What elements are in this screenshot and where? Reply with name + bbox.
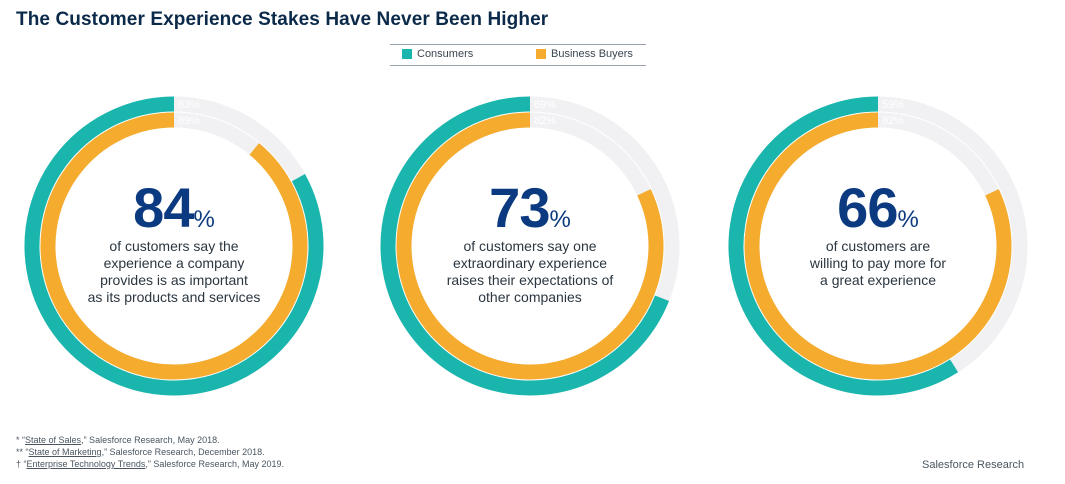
consumers-arc (380, 96, 669, 396)
chart-1-stat: 84 (133, 176, 194, 239)
donut-chart-2: 69% 82% (380, 96, 680, 396)
legend-item-consumers: Consumers (402, 48, 473, 60)
footnote-text: ,” Salesforce Research, May 2018. (81, 435, 220, 445)
buyers-value-label: 89% (178, 115, 200, 127)
legend-label-consumers: Consumers (417, 48, 474, 60)
chart-1-desc-line: of customers say the (109, 238, 239, 254)
consumers-value-label: 59% (882, 99, 904, 111)
consumers-arc (24, 96, 324, 396)
page-title: The Customer Experience Stakes Have Neve… (16, 9, 549, 30)
buyers-value-label: 82% (534, 115, 556, 127)
chart-3-desc-line: willing to pay more for (809, 255, 947, 271)
chart-2-desc-line: extraordinary experience (452, 255, 608, 271)
consumers-value-label: 69% (534, 99, 556, 111)
buyers-value-label: 82% (882, 115, 904, 127)
footnote-mark: * (16, 435, 20, 445)
chart-3-headline: 66% (778, 180, 978, 236)
brand-label: Salesforce Research (922, 459, 1025, 471)
footnote-text: ,” Salesforce Research, May 2019. (145, 459, 284, 469)
chart-2-headline: 73% (420, 180, 640, 236)
chart-1-center: 84% of customers say the experience a co… (74, 180, 274, 306)
footnotes: * “State of Sales,” Salesforce Research,… (16, 434, 284, 470)
chart-2-desc-line: of customers say one (463, 238, 597, 254)
legend-swatch-consumers (402, 49, 412, 59)
footnote-text: ,” Salesforce Research, December 2018. (101, 447, 265, 457)
chart-3-desc-line: a great experience (820, 272, 936, 288)
chart-2-desc-line: raises their expectations of (446, 272, 614, 288)
donut-chart-1: 83% 89% (24, 96, 324, 396)
donut-chart-3: 59% 82% (728, 96, 1028, 396)
chart-2-stat: 73 (489, 176, 550, 239)
footnote: ** “State of Marketing,” Salesforce Rese… (16, 447, 265, 457)
chart-2-description: of customers say one extraordinary exper… (420, 238, 640, 306)
chart-1-desc-line: provides is as important (100, 272, 248, 288)
chart-2-desc-line: other companies (478, 289, 582, 305)
legend-swatch-buyers (536, 49, 546, 59)
chart-1-desc-line: as its products and services (87, 289, 261, 305)
consumers-value-label: 83% (178, 99, 200, 111)
chart-1-desc-line: experience a company (103, 255, 245, 271)
footnote-mark: † (16, 459, 22, 469)
chart-3-unit: % (897, 206, 919, 233)
chart-2-unit: % (549, 206, 571, 233)
chart-1-unit: % (193, 206, 215, 233)
consumers-arc (728, 96, 959, 396)
chart-3-stat: 66 (837, 176, 898, 239)
chart-legend: Consumers Business Buyers (390, 44, 646, 66)
chart-3-description: of customers are willing to pay more for… (778, 238, 978, 289)
buyers-arc (744, 112, 1012, 380)
chart-3-desc-line: of customers are (825, 238, 931, 254)
footnote-link[interactable]: Enterprise Technology Trends (26, 459, 146, 469)
legend-label-buyers: Business Buyers (551, 48, 633, 60)
chart-2-center: 73% of customers say one extraordinary e… (420, 180, 640, 306)
footnote: † “Enterprise Technology Trends,” Salesf… (16, 459, 284, 469)
buyers-arc (40, 112, 308, 380)
footnote-link[interactable]: State of Sales (25, 435, 82, 445)
footnote-mark: ** (16, 447, 24, 457)
chart-1-headline: 84% (74, 180, 274, 236)
chart-3-center: 66% of customers are willing to pay more… (778, 180, 978, 289)
footnote-link[interactable]: State of Marketing (28, 447, 102, 457)
footnote: * “State of Sales,” Salesforce Research,… (16, 435, 220, 445)
legend-item-buyers: Business Buyers (536, 48, 633, 60)
buyers-arc (396, 112, 664, 380)
chart-1-description: of customers say the experience a compan… (74, 238, 274, 306)
